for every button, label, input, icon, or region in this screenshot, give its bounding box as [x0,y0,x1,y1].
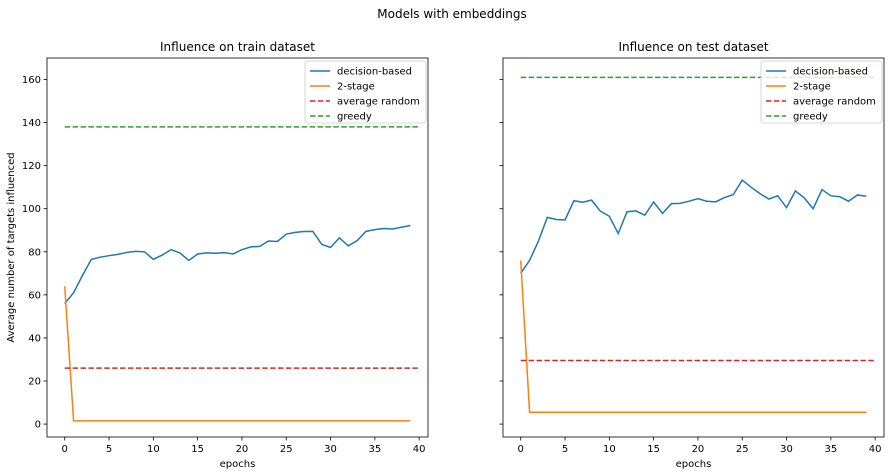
test-x-tick-label: 35 [824,444,837,455]
train-series-group [63,126,420,422]
test-x-axis-label: epochs [676,459,712,470]
test-x-tick-label: 40 [869,444,882,455]
test-x-tick-label: 10 [603,444,616,455]
test-legend-label: greedy [793,112,828,123]
test-legend: decision-based 2-stage average random greed… [760,60,883,124]
train-y-tick-label: 140 [22,118,41,129]
test-legend-box [760,60,883,124]
train-x-tick-label: 30 [324,444,337,455]
test-chart-title: Influence on test dataset [618,40,768,54]
train-x-tick-label: 15 [191,444,204,455]
train-series-decision-based-line [64,224,411,304]
train-x-tick-label: 5 [106,444,112,455]
train-y-tick-label: 100 [22,204,41,215]
train-x-axis-label: epochs [220,459,256,470]
train-x-tick-label: 40 [413,444,426,455]
train-y-tick-label: 80 [28,247,41,258]
train-legend-label: average random [337,97,420,108]
test-x-tick-label: 15 [647,444,660,455]
train-chart-panel: Influence on train dataset 0 5 10 15 20 25 30 35… [6,40,429,470]
train-y-tick-label: 120 [22,161,41,172]
train-y-tick-label: 0 [35,420,41,431]
train-x-tick-label: 0 [62,444,68,455]
train-axes-frame [46,57,429,438]
train-y-tick-label: 20 [28,377,41,388]
train-chart-title: Influence on train dataset [160,40,315,54]
train-y-tick-label: 40 [28,333,41,344]
test-x-tick-label: 30 [780,444,793,455]
test-legend-label: average random [793,97,876,108]
test-x-tick-label: 20 [692,444,705,455]
train-x-tick-label: 35 [368,444,381,455]
train-x-tick-label: 10 [147,444,160,455]
train-x-tick-label: 20 [236,444,249,455]
test-x-tick-label: 0 [518,444,524,455]
train-legend-box [304,60,427,124]
test-series-decision-based-line [520,178,867,274]
test-legend-label: 2-stage [793,82,831,93]
test-series-2-stage-line [519,260,867,413]
train-y-tick-label: 160 [22,75,41,86]
train-legend: decision-based 2-stage average random greed… [304,60,427,124]
test-legend-label: decision-based [793,67,868,78]
train-series-2-stage-line [63,286,411,422]
test-axes-frame [502,57,885,438]
test-x-tick-label: 5 [562,444,568,455]
train-legend-label: greedy [337,112,372,123]
test-x-tick-label: 25 [736,444,749,455]
test-series-group [519,76,876,413]
train-x-tick-label: 25 [280,444,293,455]
figure-suptitle: Models with embeddings [377,7,526,21]
test-chart-panel: Influence on test dataset 0 5 10 15 20 25 30 35 4… [499,40,885,470]
train-y-axis-label: Average number of targets influenced [6,152,17,342]
train-legend-label: 2-stage [337,82,375,93]
train-y-tick-label: 60 [28,290,41,301]
train-legend-label: decision-based [337,67,412,78]
